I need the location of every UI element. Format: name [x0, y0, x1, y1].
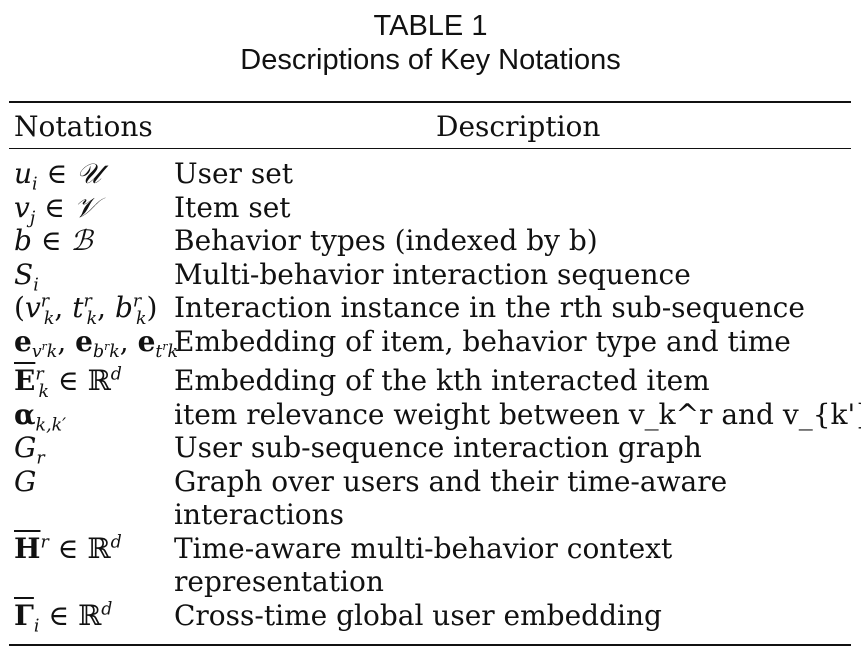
table-row: Hr ∈ ℝd Time-aware multi-behavior contex… — [0, 532, 861, 599]
header-rule — [9, 148, 851, 149]
description-cell: Time-aware multi-behavior context repres… — [174, 531, 673, 599]
table-row: G Graph over users and their time-aware … — [0, 465, 861, 532]
table-row: vj ∈ 𝒱 Item set — [0, 190, 861, 229]
notation-cell: αk,k′ — [14, 397, 67, 436]
notation-cell: b ∈ ℬ — [14, 224, 93, 257]
table-row: (vrk, trk, brk) Interaction instance in … — [0, 291, 861, 329]
header-notations: Notations — [14, 110, 153, 143]
description-cell: Interaction instance in the rth sub-sequ… — [174, 291, 805, 324]
description-cell: Item set — [174, 190, 291, 224]
description-cell: Behavior types (indexed by b) — [174, 224, 598, 257]
table-body: ui ∈ 𝒰 User set vj ∈ 𝒱 Item set b ∈ ℬ Be… — [0, 157, 861, 637]
description-cell: Embedding of the kth interacted item — [174, 364, 710, 397]
notation-cell: Gr — [14, 431, 45, 469]
notation-cell: evrk, ebrk, etrk — [14, 324, 179, 363]
table-row: Erk ∈ ℝd Embedding of the kth interacted… — [0, 364, 861, 402]
notation-cell: ui ∈ 𝒰 — [14, 157, 102, 195]
table-row: Γi ∈ ℝd Cross-time global user embedding — [0, 598, 861, 637]
description-cell: Cross-time global user embedding — [174, 598, 662, 632]
notation-cell: Hr ∈ ℝd — [14, 531, 122, 565]
table-row: Si Multi-behavior interaction sequence — [0, 257, 861, 296]
notation-cell: Γi ∈ ℝd — [14, 598, 113, 637]
table-title: Descriptions of Key Notations — [240, 44, 621, 76]
description-cell: Multi-behavior interaction sequence — [174, 257, 691, 291]
description-cell: item relevance weight between v_k^r and … — [174, 397, 861, 431]
description-cell: User sub-sequence interaction graph — [174, 431, 702, 464]
notation-cell: (vrk, trk, brk) — [14, 291, 158, 329]
notation-cell: Erk ∈ ℝd — [14, 364, 122, 402]
description-cell: Graph over users and their time-aware in… — [174, 464, 728, 532]
bottom-rule — [9, 644, 851, 646]
notation-cell: G — [14, 464, 37, 498]
notation-cell: vj ∈ 𝒱 — [14, 190, 98, 229]
top-rule — [9, 101, 851, 103]
description-cell: Embedding of item, behavior type and tim… — [174, 324, 791, 358]
table-row: Gr User sub-sequence interaction graph — [0, 431, 861, 469]
notation-cell: Si — [14, 257, 39, 296]
header-description: Description — [436, 110, 601, 143]
table-row: ui ∈ 𝒰 User set — [0, 157, 861, 195]
description-cell: User set — [174, 157, 294, 190]
table-row: b ∈ ℬ Behavior types (indexed by b) — [0, 224, 861, 258]
table-row: αk,k′ item relevance weight between v_k^… — [0, 397, 861, 436]
table-row: evrk, ebrk, etrk Embedding of item, beha… — [0, 324, 861, 363]
table-label: TABLE 1 — [373, 10, 488, 42]
